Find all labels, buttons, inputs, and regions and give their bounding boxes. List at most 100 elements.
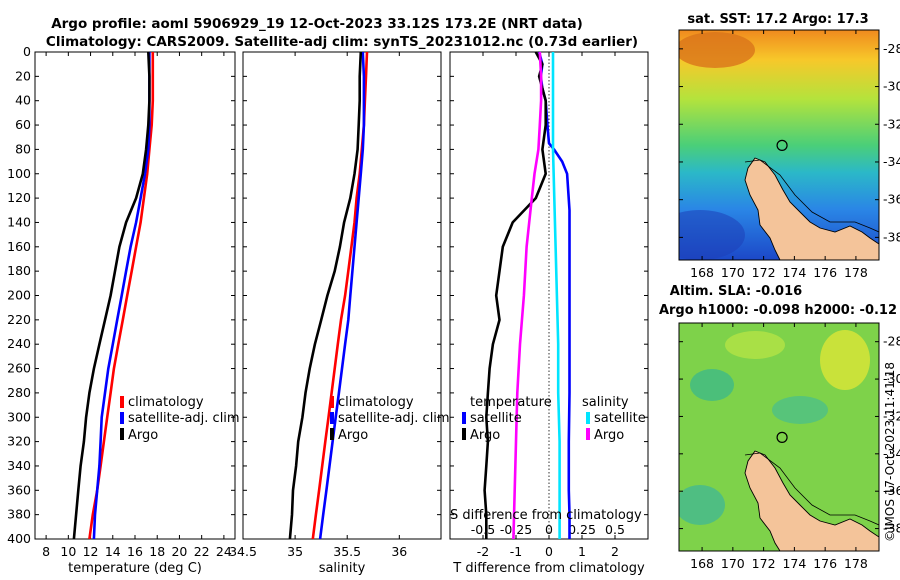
legend-swatch-temp-argo [462, 428, 466, 440]
legend-swatch-satellite [120, 412, 124, 424]
salinity-lines [288, 51, 369, 540]
y-tick-label: -32 [883, 408, 900, 423]
y-tick-label: -34 [883, 154, 900, 169]
sst-map-frame [678, 29, 880, 261]
series-line-argo [288, 51, 363, 540]
temperature-legend: climatology satellite-adj. clim Argo [120, 395, 240, 443]
y-tick-label: 40 [15, 93, 31, 108]
legend-swatch-sal-satellite [586, 412, 590, 424]
difference-x2-label: S difference from climatology [450, 508, 642, 523]
x-tick-label: -2 [477, 544, 489, 559]
x-tick-label: 178 [844, 556, 868, 571]
legend-label-satellite: satellite-adj. clim [128, 411, 240, 426]
x2-tick-label: 0.5 [605, 522, 625, 537]
x-tick-label: 170 [721, 556, 745, 571]
sla-low-patch-3 [679, 485, 725, 525]
x-tick-label: 176 [813, 556, 837, 571]
legend-title-salinity: salinity [582, 395, 629, 410]
x-tick-label: 10 [60, 544, 76, 559]
y-tick-label: -28 [883, 334, 900, 349]
salinity-x-ticks: 34.5 35 35.5 36 [229, 52, 407, 559]
y-tick-label: -38 [883, 521, 900, 536]
legend-swatch-argo [120, 428, 124, 440]
y-tick-label: 80 [15, 141, 31, 156]
series-line-argo [72, 51, 151, 540]
series-line-salinity-argo [512, 51, 543, 540]
imos-credit: ©IMOS 17-Oct-2023 11:41:18 [883, 362, 897, 542]
sla-high-patch-2 [820, 330, 870, 390]
x-tick-label: 172 [752, 265, 776, 280]
y-tick-label: 340 [7, 458, 31, 473]
y-tick-label: 320 [7, 434, 31, 449]
sla-map-subtitle: Argo h1000: -0.098 h2000: -0.12 [659, 303, 897, 318]
sla-argo-marker [776, 431, 788, 443]
legend-swatch-climatology [330, 396, 334, 408]
x-tick-label: 34.5 [229, 544, 257, 559]
y-tick-label: 20 [15, 68, 31, 83]
temperature-y-ticks: 0 20 40 60 80 100 120 140 160 180 200 220 240 260 280 3… [7, 44, 235, 546]
sla-y-ticks: -28 -30 -32 -34 -36 -38 [679, 334, 900, 536]
difference-x2-ticks: -0.5 -0.25 0 0.25 0.5 [471, 522, 625, 537]
x-tick-label: 8 [42, 544, 50, 559]
salinity-panel: 34.5 35 35.5 36 salinity climatology satell… [229, 51, 450, 576]
series-line-satellite-adj-clim [318, 51, 366, 540]
difference-x-label: T difference from climatology [452, 561, 645, 576]
x-tick-label: 176 [813, 265, 837, 280]
series-line-satellite-adj-clim [92, 52, 151, 540]
x2-tick-label: 0 [545, 522, 553, 537]
legend-swatch-sal-argo [586, 428, 590, 440]
legend-label-argo: Argo [128, 428, 158, 443]
temperature-lines [72, 51, 155, 540]
sla-high-patch [725, 331, 785, 359]
sla-x-ticks: 168 170 172 174 176 178 [690, 323, 868, 571]
x-tick-label: 18 [149, 544, 165, 559]
y-tick-label: 280 [7, 385, 31, 400]
x2-tick-label: -0.25 [500, 522, 532, 537]
x2-tick-label: -0.5 [471, 522, 495, 537]
x-tick-label: -1 [510, 544, 522, 559]
y-tick-label: -30 [883, 79, 900, 94]
y-tick-label: -34 [883, 446, 900, 461]
difference-y-ticks [450, 51, 648, 540]
legend-title-temperature: temperature [470, 395, 552, 410]
salinity-axes-frame [242, 51, 442, 540]
salinity-x-label: salinity [319, 561, 366, 576]
x-tick-label: 0 [545, 544, 553, 559]
x-tick-label: 168 [690, 265, 714, 280]
salinity-legend: climatology satellite-adj. clim Argo [330, 395, 450, 443]
y-tick-label: 160 [7, 239, 31, 254]
sla-land [744, 450, 879, 551]
legend-label-climatology: climatology [128, 395, 204, 410]
sla-isobath [744, 452, 879, 526]
sst-argo-marker [776, 139, 788, 151]
sla-low-patch [690, 369, 734, 401]
x-tick-label: 36 [391, 544, 407, 559]
x-tick-label: 35.5 [333, 544, 361, 559]
salinity-y-ticks [243, 51, 441, 540]
legend-label-temp-argo: Argo [470, 428, 500, 443]
legend-label-sal-satellite: satellite [594, 411, 646, 426]
x-tick-label: 20 [171, 544, 187, 559]
x-tick-label: 16 [127, 544, 143, 559]
y-tick-label: 380 [7, 507, 31, 522]
legend-label-argo: Argo [338, 428, 368, 443]
y-tick-label: 0 [23, 44, 31, 59]
sst-map: sat. SST: 17.2 Argo: 17.3 -28 -30 -32 -34 -3… [678, 12, 900, 280]
x-tick-label: 14 [105, 544, 121, 559]
figure-title-line1: Argo profile: aoml 5906929_19 12-Oct-202… [51, 16, 583, 32]
figure-title-line2: Climatology: CARS2009. Satellite-adj cli… [46, 34, 638, 50]
x-tick-label: 174 [782, 556, 806, 571]
x-tick-label: 24 [216, 544, 232, 559]
sla-map: Altim. SLA: -0.016 Argo h1000: -0.098 h2… [659, 284, 900, 571]
y-tick-label: 120 [7, 190, 31, 205]
x-tick-label: 172 [752, 556, 776, 571]
sst-land [744, 157, 879, 260]
difference-panel: -2 -1 0 1 2 -0.5 -0.25 0 0.25 0.5 S difference f… [449, 51, 649, 576]
sla-map-title: Altim. SLA: -0.016 [670, 284, 802, 299]
x-tick-label: 12 [83, 544, 99, 559]
x-tick-label: 168 [690, 556, 714, 571]
legend-label-sal-argo: Argo [594, 428, 624, 443]
y-tick-label: -30 [883, 371, 900, 386]
legend-swatch-argo [330, 428, 334, 440]
